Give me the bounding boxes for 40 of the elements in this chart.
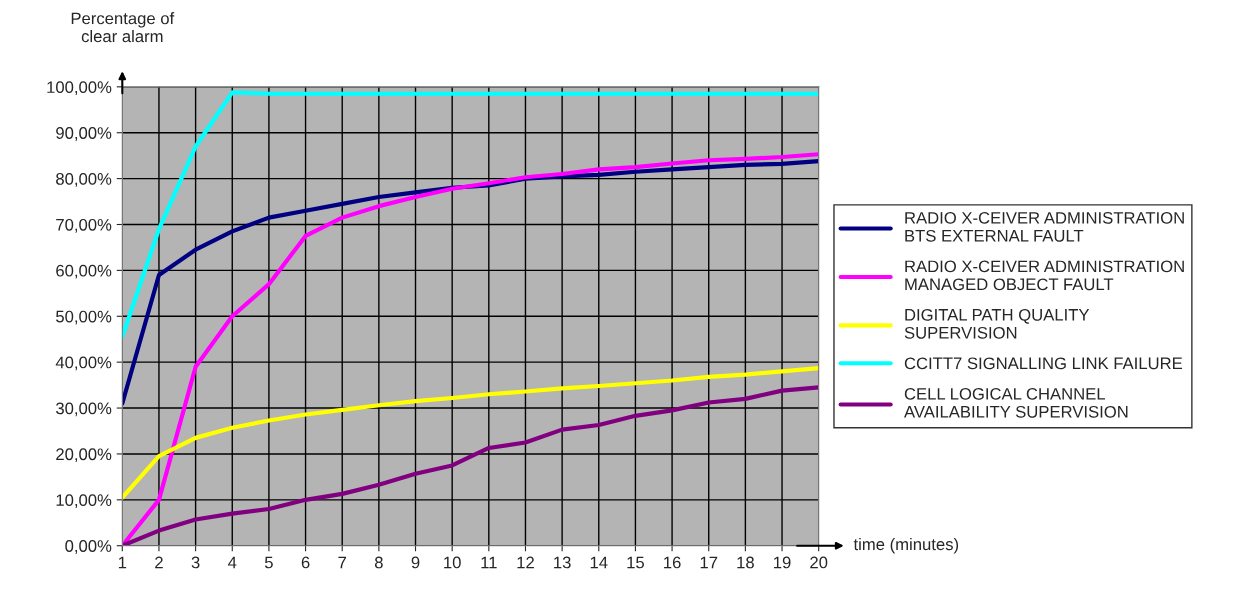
y-axis-title: Percentage of clear alarm	[71, 12, 175, 43]
legend-label: DIGITAL PATH QUALITY SUPERVISION	[904, 308, 1090, 339]
y-tick-label: 20,00%	[56, 448, 112, 463]
x-tick-label: 6	[301, 556, 310, 569]
x-tick-label: 8	[374, 556, 383, 569]
y-tick-label: 50,00%	[56, 310, 112, 325]
x-tick-label: 9	[411, 556, 420, 569]
legend-label: CCITT7 SIGNALLING LINK FAILURE	[904, 357, 1183, 370]
y-tick-label: 60,00%	[56, 264, 112, 279]
x-axis-title: time (minutes)	[853, 537, 959, 554]
x-tick-label: 5	[264, 556, 273, 569]
x-tick-label: 16	[664, 556, 681, 569]
y-tick-label: 40,00%	[55, 356, 112, 371]
x-tick-label: 2	[155, 556, 163, 569]
x-tick-label: 10	[444, 556, 461, 569]
legend-label: CELL LOGICAL CHANNEL AVAILABILITY SUPERVISION	[904, 387, 1128, 418]
x-tick-label: 12	[517, 556, 534, 569]
x-tick-label: 15	[627, 556, 644, 569]
y-tick-label: 90,00%	[56, 127, 112, 141]
x-tick-label: 14	[590, 556, 608, 569]
x-tick-label: 13	[554, 556, 571, 569]
x-tick-label: 20	[810, 556, 828, 569]
x-tick-label: 17	[700, 556, 718, 569]
line-series	[122, 366, 819, 500]
x-tick-label: 19	[774, 556, 791, 569]
x-tick-label: 7	[338, 556, 347, 569]
y-tick-label: 10,00%	[56, 494, 112, 508]
y-tick-label: 30,00%	[56, 402, 112, 417]
y-tick-label: 70,00%	[56, 218, 112, 233]
x-tick-label: 18	[737, 556, 754, 569]
x-tick-label: 11	[481, 556, 497, 569]
y-tick-label: 100,00%	[47, 81, 112, 95]
x-tick-label: 4	[228, 556, 237, 569]
x-tick-label: 3	[191, 556, 200, 569]
y-tick-label: 80,00%	[56, 173, 112, 187]
line-series	[122, 90, 819, 340]
legend-label: RADIO X-CEIVER ADMINISTRATION BTS EXTERNAL FAULT	[905, 211, 1184, 242]
legend-label: RADIO X-CEIVER ADMINISTRATION MANAGED OBJECT FAULT	[905, 260, 1184, 291]
x-tick-label: 1	[118, 556, 127, 569]
y-tick-label: 0,00%	[65, 540, 112, 554]
